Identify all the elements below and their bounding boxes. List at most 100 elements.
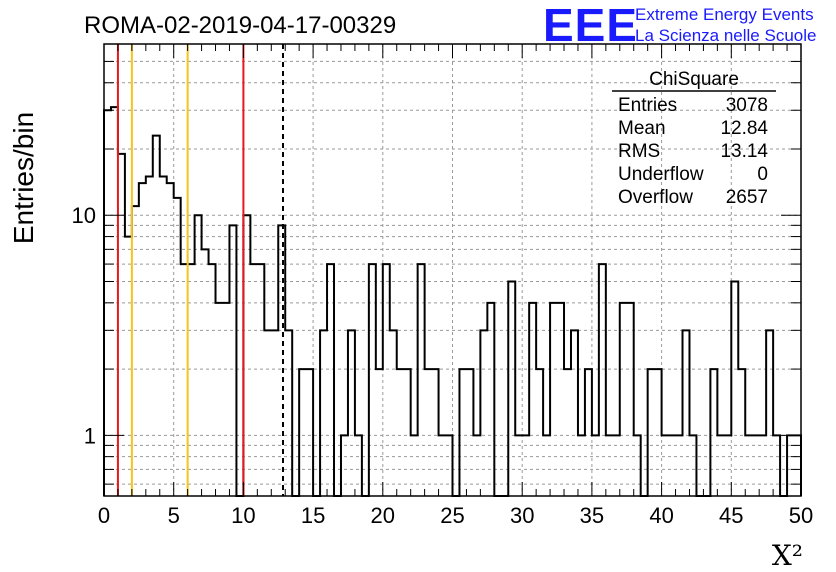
histogram-bin	[369, 264, 376, 496]
histogram-bin	[320, 330, 327, 496]
x-tick-label: 0	[98, 503, 110, 528]
histogram-bin	[508, 281, 515, 496]
histogram-bin	[550, 303, 557, 496]
histogram-bin	[669, 435, 676, 496]
histogram-bin	[676, 435, 683, 496]
histogram-bars	[103, 106, 802, 497]
histogram-bin	[216, 303, 223, 496]
stats-label: Overflow	[618, 187, 693, 208]
axes	[103, 43, 802, 497]
x-tick-label: 40	[649, 503, 673, 528]
stats-value: 0	[757, 164, 768, 185]
histogram-bin	[425, 369, 432, 496]
stats-title: ChiSquare	[649, 69, 739, 90]
x-axis-label: X²	[772, 539, 803, 572]
reference-lines	[116, 44, 284, 496]
histogram-bin	[473, 435, 480, 496]
histogram-bin	[759, 435, 766, 496]
histogram-bin	[243, 215, 250, 496]
histogram-bin	[257, 264, 264, 496]
histogram-bin	[627, 303, 634, 496]
histogram-bin	[710, 369, 717, 496]
histogram-bin	[543, 435, 550, 496]
histogram-bin	[132, 206, 139, 496]
tick-labels: 0 5 10 15 20 25 30 35 40 45 50 1 10	[72, 203, 814, 528]
histogram-bin	[439, 435, 446, 496]
logo-line-2: La Scienza nelle Scuole	[635, 26, 817, 45]
chart-title: ROMA-02-2019-04-17-00329	[84, 12, 396, 39]
histogram-bin	[376, 369, 383, 496]
histogram-bin	[348, 330, 355, 496]
histogram-bin	[222, 303, 229, 496]
histogram-bin	[529, 303, 536, 496]
histogram-bin	[167, 183, 174, 496]
x-tick-label: 25	[440, 503, 464, 528]
histogram-bin	[139, 183, 146, 496]
histogram-bin	[209, 264, 216, 496]
histogram-bin	[306, 369, 313, 496]
histogram-bin	[195, 215, 202, 496]
histogram-bin	[752, 435, 759, 496]
x-tick-label: 50	[789, 503, 813, 528]
histogram-bin	[285, 330, 292, 496]
x-tick-label: 35	[580, 503, 604, 528]
histogram-bin	[390, 330, 397, 496]
histogram-bin	[689, 435, 696, 496]
eee-logo-mark: EEE	[543, 2, 635, 46]
stats-label: RMS	[618, 141, 660, 162]
histogram-bin	[111, 107, 118, 496]
histogram-bin	[571, 330, 578, 496]
stats-label: Entries	[618, 95, 677, 116]
x-tick-label: 30	[510, 503, 534, 528]
histogram-bin	[717, 435, 724, 496]
histogram-outline	[103, 106, 802, 497]
histogram-bin	[459, 369, 466, 496]
histogram-bin	[446, 435, 453, 496]
stats-value: 2657	[726, 187, 768, 208]
histogram-bin	[160, 176, 167, 496]
logo-letters: EEE	[543, 2, 635, 46]
eee-logo: EEE Extreme Energy Events La Scienza nel…	[543, 2, 833, 50]
stats-value: 12.84	[720, 118, 768, 139]
histogram-bin	[738, 369, 745, 496]
histogram-bin	[404, 369, 411, 496]
histogram-bin	[271, 330, 278, 496]
histogram-bin	[745, 435, 752, 496]
histogram-bin	[466, 369, 473, 496]
x-tick-label: 15	[301, 503, 325, 528]
histogram-bin	[724, 435, 731, 496]
histogram-bin	[397, 369, 404, 496]
histogram-bin	[202, 249, 209, 496]
histogram-bin	[606, 435, 613, 496]
histogram-bin	[662, 435, 669, 496]
histogram-bin	[118, 154, 125, 496]
logo-text: Extreme Energy Events La Scienza nelle S…	[635, 4, 816, 46]
histogram-bin	[592, 435, 599, 496]
histogram-bin	[125, 237, 132, 496]
histogram-bin	[773, 435, 780, 496]
histogram-bin	[515, 435, 522, 496]
logo-line-1: Extreme Energy Events	[635, 5, 814, 24]
histogram-bin	[264, 330, 271, 496]
histogram-bin	[487, 303, 494, 496]
stats-box: ChiSquare Entries 3078 Mean 12.84 RMS 13.14 Und…	[612, 69, 776, 208]
histogram-bin	[522, 435, 529, 496]
histogram-bin	[383, 264, 390, 496]
histogram-bin	[787, 435, 794, 496]
histogram-bin	[536, 369, 543, 496]
stats-value: 3078	[726, 95, 768, 116]
histogram-bin	[327, 264, 334, 496]
x-tick-label: 20	[371, 503, 395, 528]
stats-label: Underflow	[618, 164, 704, 185]
histogram-bin	[585, 369, 592, 496]
histogram-bin	[564, 369, 571, 496]
histogram-bin	[599, 264, 606, 496]
histogram-bin	[299, 369, 306, 496]
histogram-bin	[250, 264, 257, 496]
histogram-bin	[146, 176, 153, 496]
histogram-bin	[480, 330, 487, 496]
y-tick-label: 1	[84, 423, 96, 448]
histogram-bin	[355, 435, 362, 496]
stats-value: 13.14	[720, 141, 768, 162]
histogram-bin	[620, 303, 627, 496]
